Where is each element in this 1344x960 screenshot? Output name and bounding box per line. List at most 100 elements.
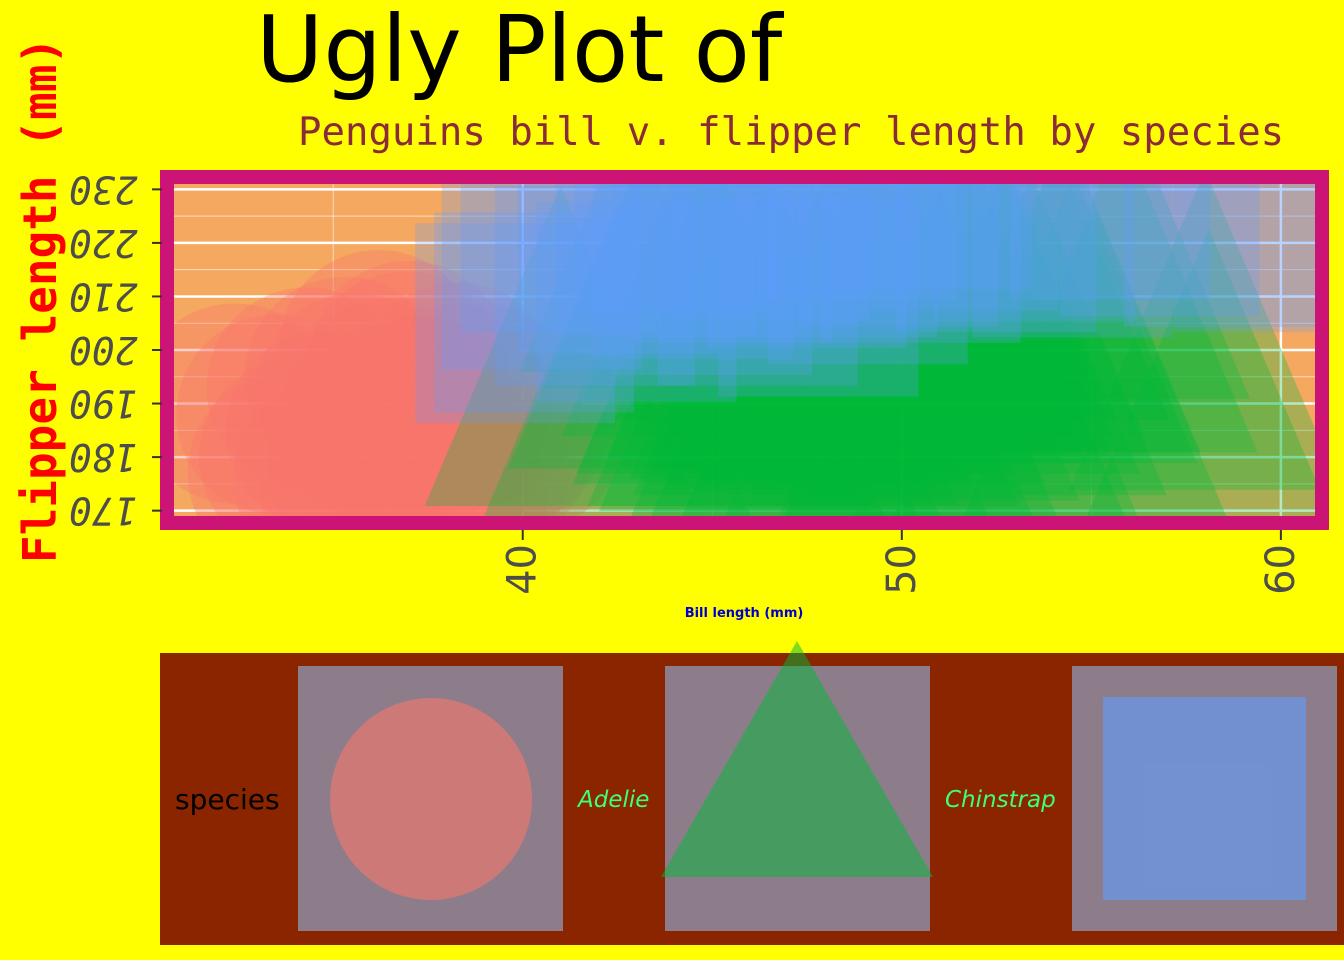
legend-key-circle (298, 666, 563, 931)
data-point-adelie (339, 357, 540, 516)
data-point-adelie (335, 319, 536, 516)
data-point-gentoo (441, 184, 642, 370)
x-tick-label: 50 (879, 544, 925, 595)
data-point-gentoo (934, 184, 1135, 322)
data-point-adelie (426, 330, 627, 516)
legend-key-triangle (661, 641, 933, 931)
data-point-adelie (187, 373, 388, 516)
data-point-chinstrap (650, 202, 918, 516)
data-point-gentoo (896, 184, 1097, 333)
data-point-adelie (392, 346, 593, 516)
data-point-adelie (305, 271, 506, 472)
data-point-gentoo (737, 184, 938, 338)
chart-subtitle: Penguins bill v. flipper length by speci… (298, 110, 1285, 155)
data-point-adelie (369, 367, 570, 516)
data-point-gentoo (718, 196, 919, 397)
legend-square-icon (1103, 697, 1306, 900)
y-tick-label: 190 (69, 382, 138, 426)
data-point-chinstrap (796, 184, 1069, 426)
data-point-chinstrap (572, 184, 845, 485)
data-point-adelie (174, 303, 335, 504)
data-point-gentoo (669, 184, 870, 322)
data-point-chinstrap (978, 184, 1251, 399)
x-tick-label: 60 (1258, 544, 1304, 595)
data-point-gentoo (798, 184, 999, 327)
data-point-chinstrap (893, 228, 1138, 516)
data-point-chinstrap (785, 196, 1057, 516)
data-point-gentoo (832, 184, 1033, 290)
data-point-gentoo (517, 184, 718, 354)
legend-label-adelie: Adelie (578, 787, 650, 813)
data-point-chinstrap (925, 184, 1198, 464)
data-point-chinstrap (508, 184, 781, 469)
data-point-chinstrap (963, 207, 1227, 516)
data-point-adelie (233, 378, 434, 516)
data-point-chinstrap (663, 184, 936, 490)
y-tick-label: 210 (69, 274, 138, 318)
y-tick-label: 170 (69, 489, 138, 533)
data-point-chinstrap (599, 191, 872, 512)
data-point-gentoo (574, 184, 775, 311)
data-point-adelie (255, 292, 456, 493)
data-point-chinstrap (871, 184, 1144, 437)
data-point-chinstrap (758, 184, 1031, 405)
plot-panel-border (160, 170, 1329, 530)
data-point-chinstrap (826, 184, 1099, 453)
data-point-gentoo (756, 184, 957, 301)
data-point-adelie (381, 303, 582, 504)
data-point-chinstrap (773, 184, 1046, 485)
data-point-chinstrap (985, 184, 1258, 453)
data-point-chinstrap (746, 185, 1019, 506)
data-point-adelie (316, 314, 517, 515)
data-point-chinstrap (894, 184, 1167, 496)
data-point-chinstrap (928, 184, 1201, 453)
data-point-chinstrap (868, 184, 1141, 474)
axes: 170 180 190 200 210 220 230 40 50 60 (69, 167, 1304, 595)
data-point-chinstrap (705, 184, 978, 458)
data-point-gentoo (1124, 184, 1315, 327)
data-point-chinstrap (837, 184, 1110, 415)
y-axis-label: Flipper length (mm) (13, 36, 67, 564)
data-point-gentoo (820, 184, 1021, 343)
data-point-chinstrap (587, 185, 860, 506)
data-point-adelie (206, 287, 407, 488)
data-point-chinstrap (799, 184, 1072, 394)
y-tick-label: 200 (69, 328, 138, 372)
chart-title: Ugly Plot of (256, 0, 783, 103)
data-point-gentoo (494, 185, 695, 386)
data-point-chinstrap (542, 184, 815, 389)
data-point-chinstrap (815, 184, 1088, 464)
data-point-chinstrap (681, 212, 940, 516)
data-point-chinstrap (693, 184, 966, 480)
data-point-gentoo (555, 184, 756, 338)
data-point-adelie (290, 298, 491, 499)
data-point-chinstrap (424, 185, 697, 506)
y-tick-label: 220 (69, 221, 138, 265)
data-point-gentoo (612, 184, 813, 376)
x-axis-label: Bill length (mm) (684, 606, 804, 621)
data-point-adelie (346, 399, 547, 516)
data-point-chinstrap (519, 184, 792, 373)
data-point-adelie (225, 330, 426, 516)
data-point-adelie (328, 378, 528, 516)
data-point-gentoo (593, 184, 794, 359)
data-point-chinstrap (750, 184, 1023, 383)
data-point-chinstrap (631, 218, 885, 516)
legend-label-chinstrap: Chinstrap (945, 787, 1056, 813)
legend-circle-icon (330, 698, 532, 900)
data-point-chinstrap (898, 184, 1171, 421)
data-point-chinstrap (727, 184, 1000, 474)
data-point-chinstrap (822, 184, 1095, 378)
data-point-chinstrap (576, 184, 849, 474)
data-point-gentoo (631, 184, 832, 343)
data-point-chinstrap (712, 184, 985, 415)
data-point-chinstrap (614, 184, 887, 421)
data-point-chinstrap (667, 184, 940, 469)
data-point-adelie (267, 367, 468, 516)
data-point-chinstrap (725, 207, 988, 516)
data-point-gentoo (460, 184, 661, 333)
data-point-chinstrap (845, 184, 1118, 448)
data-point-gentoo (972, 184, 1173, 338)
data-point-chinstrap (583, 184, 856, 399)
data-point-chinstrap (633, 184, 906, 496)
